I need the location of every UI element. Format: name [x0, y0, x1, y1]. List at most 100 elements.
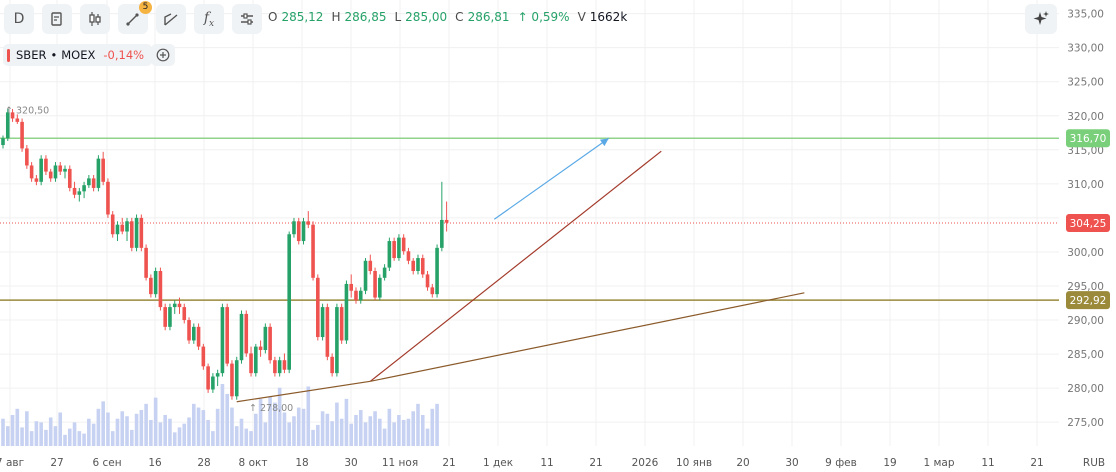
candle-body — [134, 217, 139, 248]
line-tools-button[interactable] — [156, 4, 186, 34]
candle-body — [163, 307, 167, 327]
x-tick-label: 20 — [736, 457, 749, 469]
candle-body — [201, 346, 206, 367]
x-tick-label: 19 — [883, 457, 896, 469]
volume-bar — [387, 408, 392, 446]
volume-bar — [301, 408, 306, 446]
low-marker: ↑ 278,00 — [249, 403, 293, 414]
volume-bar — [339, 418, 344, 446]
candle-body — [363, 260, 368, 291]
settings-button[interactable] — [232, 4, 262, 34]
chart-type-button[interactable] — [42, 4, 72, 34]
volume-bar — [273, 402, 277, 446]
x-tick-label: 11 — [540, 457, 553, 469]
volume-bar — [177, 427, 182, 446]
candle-body — [316, 277, 320, 338]
candle-body — [244, 313, 249, 354]
volume-bar — [96, 408, 101, 446]
candle-body — [72, 187, 77, 195]
time-axis: 7 авг 27 6 сен 16 28 8 окт 18 30 11 ноя 21 1 дек 11… — [0, 457, 1105, 469]
trendlines — [236, 137, 805, 403]
candle-body — [168, 307, 172, 327]
candle-body — [373, 271, 377, 298]
high-marker: ↑ 320,50 — [5, 105, 49, 116]
y-tick-label: 330,00 — [1067, 43, 1104, 55]
volume-bar — [263, 422, 268, 446]
volume-bar — [268, 396, 272, 446]
volume-bar — [378, 418, 382, 446]
volume-value: 1662k — [589, 10, 628, 24]
candle-body — [430, 287, 435, 295]
candle-body — [220, 307, 225, 374]
line-tools-icon — [164, 13, 178, 26]
volume-bar — [416, 403, 420, 446]
candle-body — [420, 258, 425, 275]
x-tick-label: 27 — [50, 457, 63, 469]
candle-body — [110, 214, 115, 235]
separator-dot: • — [50, 48, 58, 62]
y-tick-label: 320,00 — [1067, 111, 1104, 123]
candle-body — [82, 185, 86, 192]
volume-bar — [420, 415, 425, 446]
volume-bar — [282, 412, 287, 446]
x-tick-label: 21 — [1030, 457, 1043, 469]
add-circle-icon — [156, 48, 170, 62]
candle-body — [349, 283, 354, 291]
volume-bar — [187, 417, 191, 446]
volume-bar — [20, 427, 24, 446]
volume-bar — [225, 393, 229, 446]
volume-bar — [144, 403, 148, 446]
volume-bar — [249, 431, 253, 446]
high-label: H — [331, 10, 341, 24]
candle-body — [425, 274, 430, 288]
x-tick-label: 28 — [197, 457, 210, 469]
volume-bar — [382, 428, 387, 446]
volume-bar — [10, 415, 15, 446]
candle-body — [10, 112, 15, 119]
candle-body — [368, 260, 373, 272]
volume-bar — [230, 407, 234, 446]
volume-bar — [292, 416, 296, 446]
candles-button[interactable] — [80, 4, 110, 34]
candle-body — [20, 121, 24, 149]
candle-body — [335, 307, 339, 374]
volume-bar — [296, 407, 301, 446]
candle-body — [444, 219, 449, 223]
price-label: 304,25 — [1070, 218, 1107, 230]
candle-body — [249, 353, 253, 374]
volume-bar — [411, 411, 416, 446]
candle-body — [230, 363, 234, 397]
ai-assistant-button[interactable] — [1025, 4, 1057, 34]
add-symbol-button[interactable] — [151, 44, 175, 66]
y-tick-label: 280,00 — [1067, 383, 1104, 395]
candle-body — [101, 158, 105, 182]
volume-bar — [158, 422, 163, 446]
volume-bar — [287, 422, 291, 446]
indicators-button[interactable]: fx — [194, 4, 224, 34]
candle-body — [301, 221, 306, 242]
x-tick-label: 1 дек — [483, 457, 513, 469]
candle-body — [87, 178, 91, 186]
symbol-legend[interactable]: SBER • MOEX -0,14% — [3, 44, 153, 66]
volume-bar — [67, 428, 72, 446]
candle-body — [416, 258, 420, 272]
volume-bar — [110, 431, 115, 446]
candle-body — [387, 241, 392, 268]
volume-bar — [192, 403, 196, 446]
drawing-tools-button[interactable]: 5 — [118, 1, 152, 34]
candle-body — [29, 165, 34, 179]
volume-label: V — [577, 10, 586, 24]
x-tick-label: 1 мар — [923, 457, 954, 469]
candle-body — [120, 224, 125, 232]
legend-change: -0,14% — [103, 48, 145, 62]
volume-bar — [325, 413, 330, 446]
candle-body — [215, 373, 220, 377]
candle-body — [196, 326, 201, 347]
chart-toolbar: D 5 fx — [4, 1, 270, 34]
candle-body — [311, 224, 315, 278]
volume-bar — [125, 416, 129, 446]
volume-bar — [373, 411, 377, 446]
trendline-red — [369, 150, 662, 382]
interval-button[interactable]: D — [4, 4, 34, 34]
